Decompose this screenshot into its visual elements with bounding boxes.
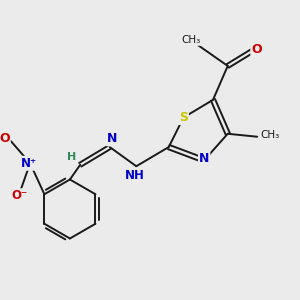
Text: NH: NH <box>125 169 145 182</box>
Text: S: S <box>179 111 188 124</box>
Text: N⁺: N⁺ <box>21 157 37 170</box>
Text: O: O <box>0 132 10 145</box>
Text: H: H <box>68 152 76 162</box>
Text: O: O <box>251 43 262 56</box>
Text: O⁻: O⁻ <box>12 189 28 202</box>
Text: CH₃: CH₃ <box>260 130 279 140</box>
Text: N: N <box>199 152 209 165</box>
Text: N: N <box>107 132 117 145</box>
Text: CH₃: CH₃ <box>181 35 200 45</box>
